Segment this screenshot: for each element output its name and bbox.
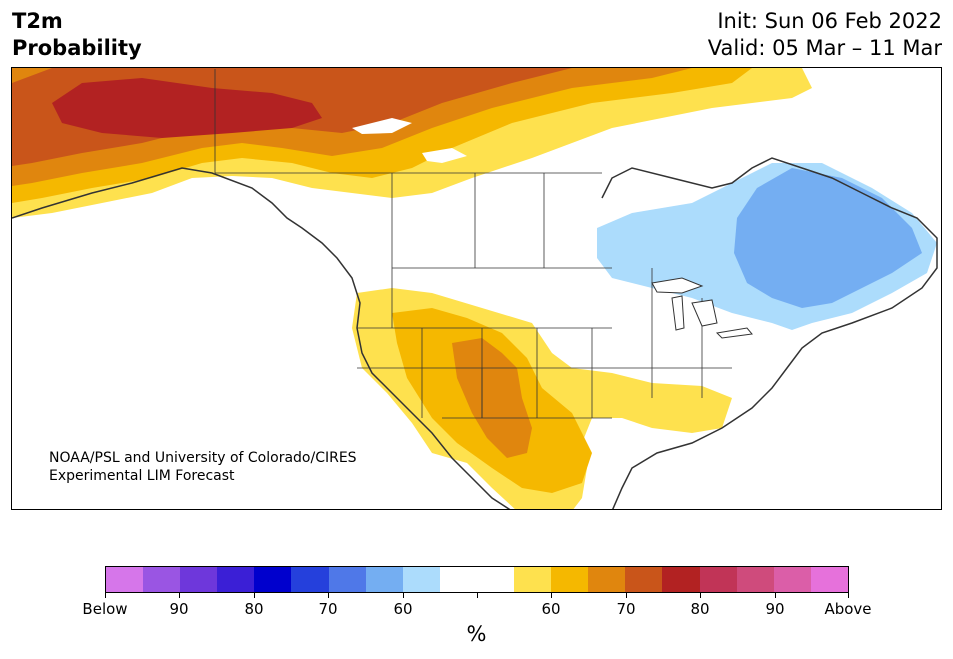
- probability-colorbar: [105, 566, 849, 593]
- colorbar-segment-17: [736, 567, 774, 592]
- colorbar-tick-1: [179, 593, 180, 598]
- colorbar-segment-10: [476, 567, 515, 592]
- colorbar-segment-19: [810, 567, 848, 592]
- colorbar-segment-18: [773, 567, 811, 592]
- colorbar-segment-11: [514, 567, 552, 592]
- colorbar-segment-2: [180, 567, 218, 592]
- map-panel: [11, 67, 942, 510]
- colorbar-segment-0: [106, 567, 144, 592]
- great-lakes: [651, 277, 753, 339]
- colorbar-tick-10: [848, 593, 849, 598]
- colorbar-tick-label-3: 70: [318, 600, 338, 618]
- colorbar-segment-1: [143, 567, 181, 592]
- colorbar-segment-9: [439, 567, 477, 592]
- colorbar-tick-label-1: 90: [169, 600, 189, 618]
- colorbar-segment-3: [217, 567, 255, 592]
- data-credit: NOAA/PSL and University of Colorado/CIRE…: [49, 449, 357, 485]
- political-borders: [214, 69, 732, 419]
- colorbar-tick-label-7: 70: [616, 600, 636, 618]
- colorbar-tick-2: [254, 593, 255, 598]
- colorbar-tick-label-4: 60: [393, 600, 413, 618]
- colorbar-segment-12: [551, 567, 589, 592]
- coastline: [12, 157, 938, 509]
- colorbar-segment-6: [328, 567, 366, 592]
- colorbar-tick-label-10: Above: [824, 600, 872, 618]
- forecast-dates: Init: Sun 06 Feb 2022 Valid: 05 Mar – 11…: [708, 8, 942, 62]
- colorbar-tick-label-6: 60: [541, 600, 561, 618]
- colorbar-segment-7: [365, 567, 403, 592]
- colorbar-tick-6: [551, 593, 552, 598]
- colorbar-tick-label-0: Below: [82, 600, 128, 618]
- above-85-north-region: [52, 78, 322, 138]
- credit-line-1: NOAA/PSL and University of Colorado/CIRE…: [49, 450, 357, 466]
- colorbar-tick-4: [403, 593, 404, 598]
- init-date: Init: Sun 06 Feb 2022: [717, 9, 942, 33]
- colorbar-units: %: [466, 622, 487, 646]
- valid-date: Valid: 05 Mar – 11 Mar: [707, 36, 942, 60]
- colorbar-segment-5: [291, 567, 329, 592]
- colorbar-segment-4: [254, 567, 292, 592]
- colorbar-tick-labels: Below 90 80 70 60 60 70 80 90 Above: [82, 600, 871, 618]
- title-line-1: T2m: [12, 9, 63, 33]
- colorbar-tick-5: [477, 593, 478, 598]
- map-title: T2m Probability: [12, 8, 142, 62]
- colorbar-tick-label-9: 90: [765, 600, 785, 618]
- colorbar-tick-8: [700, 593, 701, 598]
- colorbar-tick-7: [626, 593, 627, 598]
- probability-map: [12, 68, 938, 509]
- below-70-northeast-region: [734, 168, 922, 308]
- colorbar-tick-label-2: 80: [244, 600, 264, 618]
- colorbar-tick-9: [775, 593, 776, 598]
- credit-line-2: Experimental LIM Forecast: [49, 468, 235, 484]
- colorbar-segment-8: [402, 567, 440, 592]
- colorbar-segment-15: [662, 567, 700, 592]
- colorbar-tick-0: [105, 593, 106, 598]
- colorbar-segment-16: [699, 567, 737, 592]
- colorbar-segment-13: [588, 567, 626, 592]
- colorbar-segment-14: [625, 567, 663, 592]
- colorbar-tick-3: [328, 593, 329, 598]
- title-line-2: Probability: [12, 36, 142, 60]
- colorbar-ticks: [105, 593, 849, 599]
- colorbar-tick-label-8: 80: [690, 600, 710, 618]
